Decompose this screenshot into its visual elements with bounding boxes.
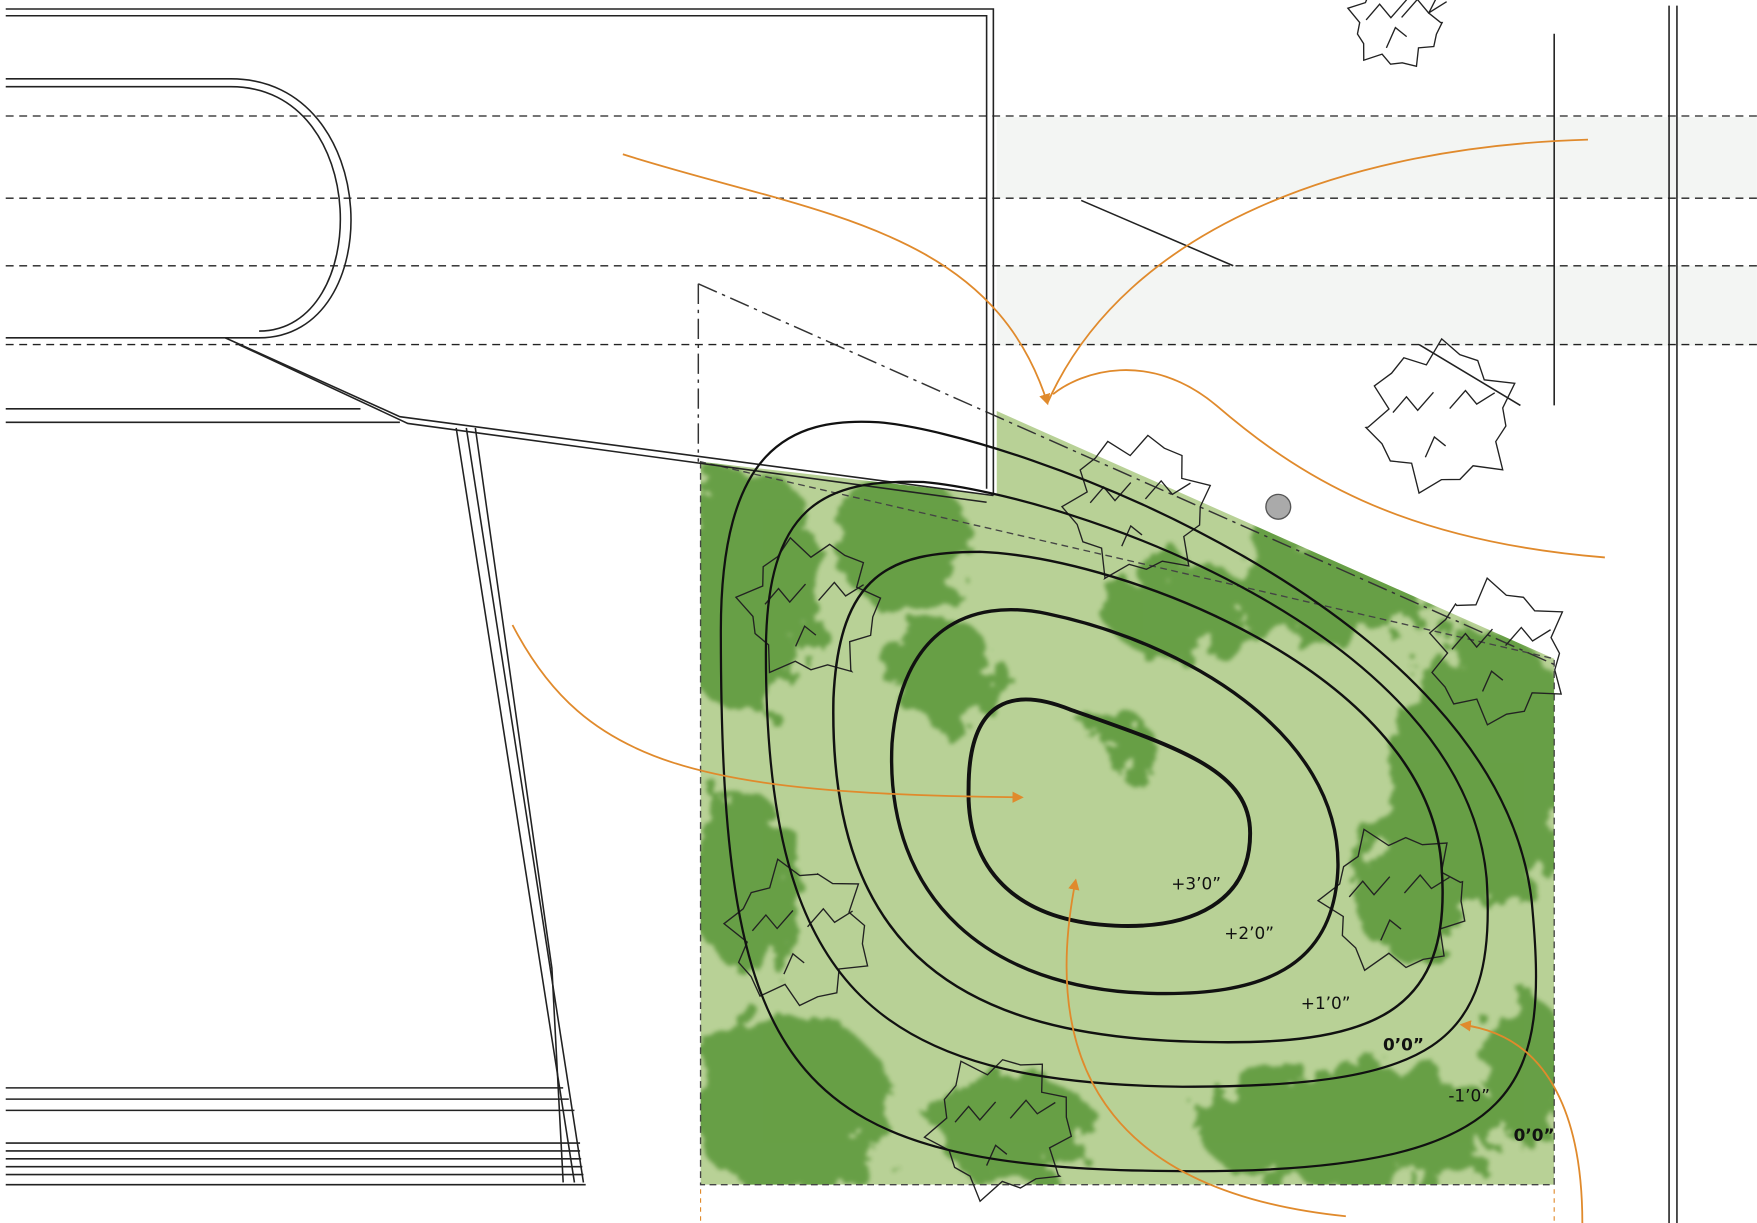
building-outline (5, 5, 1678, 1223)
contour (832, 550, 1444, 1044)
contour-label: +3’0” (1171, 874, 1221, 894)
tree-detail (1392, 389, 1496, 458)
tree (1060, 434, 1212, 580)
contour (764, 480, 1489, 1088)
contour-label: +2’0” (1224, 923, 1274, 943)
tree (1364, 337, 1516, 495)
road-band (996, 117, 1757, 199)
tree-detail (1451, 626, 1551, 692)
tree (1346, 0, 1444, 68)
road-band (996, 265, 1757, 346)
site-boundary (699, 460, 1555, 1186)
contour (719, 420, 1538, 1173)
contour (889, 608, 1340, 996)
boundary-ticks (700, 1189, 1555, 1223)
tree-detail (1348, 873, 1450, 941)
tree-detail (1365, 0, 1448, 49)
tree (923, 1058, 1073, 1203)
contour (966, 697, 1253, 928)
trees (722, 0, 1564, 1203)
tree (722, 858, 869, 1007)
flow-arrows (511, 138, 1605, 1223)
contour-label: 0’0” (1514, 1125, 1555, 1145)
property-line (698, 283, 1555, 666)
tree (734, 536, 882, 674)
contours (719, 420, 1538, 1173)
contour-label: -1’0” (1448, 1085, 1490, 1105)
contour-label: 0’0” (1383, 1035, 1424, 1055)
bollard (1265, 493, 1292, 520)
contour-label: +1’0” (1301, 993, 1351, 1013)
tree-detail (1089, 479, 1191, 547)
tree (1428, 577, 1564, 726)
tree-detail (751, 907, 853, 975)
tree-detail (764, 581, 864, 647)
